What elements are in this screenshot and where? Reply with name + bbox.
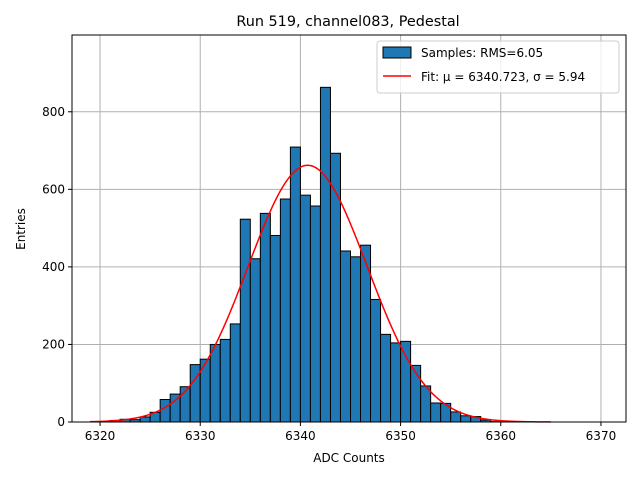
histogram-bar [229,323,241,423]
histogram-bar [430,402,442,423]
histogram-bar [269,234,281,423]
histogram-bar [139,416,151,423]
histogram-bar [329,152,341,423]
histogram-bar [410,364,422,423]
histogram-bar [249,258,261,423]
x-tick-label: 6360 [486,429,517,443]
x-axis-label: ADC Counts [313,451,385,465]
histogram-bar [460,415,472,423]
x-tick-label: 6330 [185,429,216,443]
fit-curve [90,164,551,423]
histogram-bar [159,399,171,423]
y-axis-ticks: 0 200 400 600 800 [42,105,72,429]
y-axis-label: Entries [14,208,28,250]
plot-frame [71,34,627,423]
legend-samples-label: Samples: RMS=6.05 [421,46,543,60]
histogram-bar [209,343,221,423]
x-axis-ticks: 6320 6330 6340 6350 6360 6370 [85,422,616,443]
histogram-bar [390,342,402,423]
histogram-bar [420,385,432,423]
y-tick-label: 800 [42,105,65,119]
histogram-bar [259,212,271,423]
histogram-bar [450,411,462,423]
histogram-bar [339,250,352,423]
y-tick-label: 600 [42,182,65,196]
y-tick-label: 400 [42,260,65,274]
x-tick-label: 6340 [285,429,316,443]
histogram-bar [370,298,382,423]
histogram-bar [219,338,231,423]
histogram-bar [309,205,321,423]
x-tick-label: 6350 [385,429,416,443]
histogram-bar [289,146,301,423]
histogram-bar [299,194,311,423]
histogram-bar [350,256,362,423]
x-tick-label: 6320 [85,429,116,443]
histogram-bar [380,333,392,423]
histogram-bar [239,218,251,423]
histogram-bar [400,340,412,423]
legend-samples-swatch [382,46,412,59]
legend: Samples: RMS=6.05 Fit: μ = 6340.723, σ =… [376,40,620,94]
legend-box [376,40,620,94]
y-tick-label: 0 [57,415,65,429]
histogram-bar [319,86,331,423]
x-tick-label: 6370 [586,429,617,443]
y-tick-label: 200 [42,337,65,351]
histogram-bar [279,198,291,423]
chart-title: Run 519, channel083, Pedestal [236,14,459,30]
legend-fit-label: Fit: μ = 6340.723, σ = 5.94 [421,70,585,84]
